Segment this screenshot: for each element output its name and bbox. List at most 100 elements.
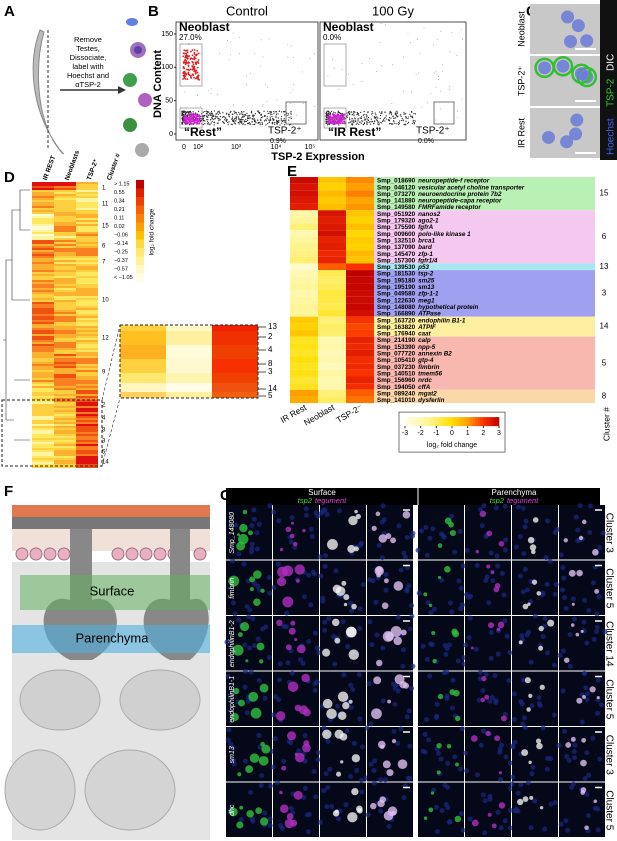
colorbar-tick-label: -1	[433, 430, 439, 437]
nucleus	[452, 754, 458, 760]
nucleus	[528, 825, 534, 831]
nucleus	[502, 818, 508, 824]
nucleus	[367, 577, 373, 583]
event-dot	[326, 25, 328, 27]
event-dot	[415, 73, 417, 75]
event-dot	[364, 119, 367, 121]
nucleus	[337, 508, 343, 514]
nucleus	[439, 577, 445, 583]
nucleus	[351, 740, 357, 746]
event-dot	[233, 122, 235, 124]
event-dot	[328, 116, 331, 119]
signal	[340, 760, 344, 764]
colorbar-tick-label: 2	[481, 430, 485, 437]
signal	[436, 742, 442, 749]
heatmap-cell	[318, 329, 346, 337]
event-dot	[326, 110, 328, 112]
heatmap-row	[54, 458, 76, 460]
event-dot	[377, 121, 379, 123]
channel-name: tegument	[315, 496, 347, 505]
event-dot	[456, 117, 458, 119]
nucleus	[444, 693, 450, 699]
nucleus	[302, 732, 308, 738]
nucleus	[479, 523, 485, 529]
event-dot	[362, 114, 364, 116]
event-dot	[191, 57, 194, 60]
event-dot	[337, 110, 340, 112]
heatmap-row	[76, 370, 98, 372]
event-dot	[240, 113, 242, 115]
heatmap-row	[76, 192, 98, 194]
heatmap-row	[54, 352, 76, 354]
heatmap-cell	[346, 343, 374, 350]
gene-name: ago2-1	[418, 217, 439, 224]
gene-id: Smp_141880	[377, 197, 416, 204]
heatmap-row	[76, 440, 98, 442]
nucleus	[359, 789, 365, 795]
colorbar-step	[440, 417, 443, 427]
heatmap-row	[54, 216, 76, 218]
signal	[494, 583, 501, 589]
nucleus	[228, 741, 234, 747]
signal	[276, 619, 283, 627]
event-dot	[329, 112, 331, 114]
nucleus	[309, 533, 315, 539]
nucleus	[242, 684, 248, 690]
gene-id: Smp_179320	[377, 217, 416, 224]
nucleus	[281, 758, 287, 764]
event-dot	[184, 110, 186, 112]
heatmap-row	[32, 194, 54, 196]
cluster-label: 4	[102, 416, 106, 422]
event-dot	[195, 62, 197, 65]
signal	[437, 693, 444, 700]
signal	[348, 699, 353, 704]
event-dot	[350, 121, 352, 123]
event-dot	[258, 111, 260, 114]
gene-label: Smp_141880 neuropeptide-capa receptor	[377, 197, 502, 204]
signal	[496, 627, 501, 632]
event-dot	[241, 119, 243, 121]
event-dot	[337, 122, 340, 125]
signal	[334, 637, 341, 644]
heatmap-cell	[290, 329, 318, 337]
colorbar-step	[452, 417, 455, 427]
event-dot	[407, 116, 409, 118]
signal	[253, 598, 261, 607]
nucleus	[512, 808, 518, 814]
heatmap-cell	[318, 363, 346, 370]
nucleus	[598, 702, 604, 708]
event-dot	[235, 116, 237, 118]
signal	[285, 526, 292, 533]
nucleus	[488, 629, 494, 635]
event-dot	[398, 121, 400, 124]
event-dot	[442, 71, 443, 72]
nucleus	[458, 811, 464, 817]
nucleus	[493, 700, 499, 706]
nucleus	[446, 819, 452, 825]
nucleus	[368, 761, 374, 767]
event-dot	[409, 113, 411, 116]
heatmap-row	[54, 264, 76, 266]
heatmap-row	[32, 302, 54, 304]
event-dot	[369, 123, 371, 125]
event-dot	[418, 72, 420, 74]
heatmap-cell	[290, 323, 318, 330]
signal	[563, 538, 568, 543]
nucleus	[242, 669, 248, 675]
nucleus	[275, 780, 281, 786]
event-dot	[342, 118, 345, 121]
signal	[575, 632, 580, 637]
signal	[580, 629, 584, 633]
heatmap-row	[76, 318, 98, 320]
heatmap-row	[54, 448, 76, 450]
event-dot	[203, 116, 205, 118]
inset-cell	[166, 325, 212, 331]
nucleus	[548, 801, 554, 807]
event-dot	[277, 120, 279, 122]
heatmap-row	[54, 218, 76, 220]
nucleus	[591, 636, 597, 642]
event-dot	[266, 120, 267, 122]
event-dot	[393, 121, 395, 123]
gene-name: neuropeptide-capa receptor	[418, 197, 502, 204]
signal	[437, 575, 442, 580]
